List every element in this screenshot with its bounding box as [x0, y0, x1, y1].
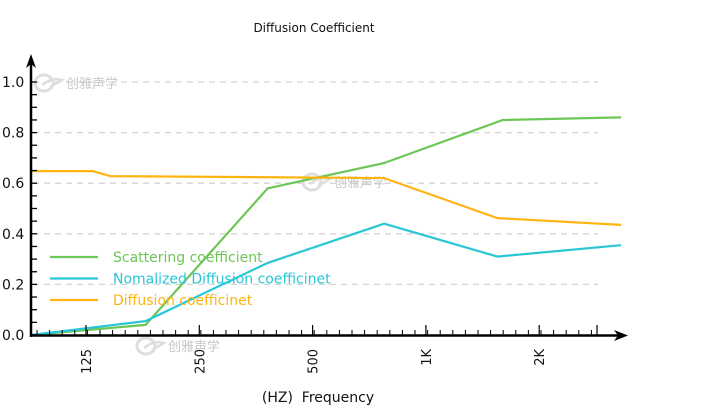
x-ticks: 125 250 500 1K 2K [36, 325, 598, 374]
watermark-text: 创雅声学 [168, 339, 220, 355]
series-line-0 [30, 116, 622, 337]
watermark-logo-icon [301, 172, 323, 192]
series-line-1 [30, 222, 622, 337]
watermark-logo-icon [33, 73, 55, 93]
chart-title: Diffusion Coefficient [253, 21, 374, 35]
legend: Scattering coefficient Nomalized Diffusio… [50, 250, 331, 309]
x-tick-label: 500 [307, 349, 322, 374]
x-axis-arrow [614, 330, 628, 341]
y-ticks: 0.0 0.2 0.4 0.6 0.8 1.0 [2, 75, 37, 344]
watermark-logo-icon [135, 336, 157, 356]
x-tick-label: 250 [193, 349, 208, 374]
y-axis-arrow [26, 54, 36, 68]
x-tick-label: 1K [420, 349, 435, 366]
x-tick-label: 2K [533, 349, 548, 366]
watermark: 创雅声学 [135, 336, 220, 356]
legend-label: Diffusion coefficinet [113, 293, 253, 309]
y-tick-label: 0.6 [2, 176, 24, 192]
series-line-2 [31, 170, 622, 226]
watermark-text: 创雅声学 [66, 76, 118, 92]
watermark: 创雅声学 [33, 73, 118, 93]
y-tick-label: 0.2 [2, 277, 24, 293]
legend-label: Scattering coefficient [113, 250, 263, 266]
y-tick-label: 0.8 [2, 126, 24, 142]
axes [26, 54, 628, 341]
x-tick-label: 125 [80, 349, 95, 374]
y-tick-label: 1.0 [2, 75, 24, 91]
legend-label: Nomalized Diffusion coefficinet [113, 272, 331, 288]
legend-item: Diffusion coefficinet [50, 293, 253, 309]
x-axis-label: (HZ) Frequency [262, 390, 374, 406]
watermark-swoosh-icon [143, 340, 168, 352]
series-lines [30, 116, 622, 337]
y-tick-label: 0.4 [2, 227, 24, 243]
legend-item: Nomalized Diffusion coefficinet [50, 272, 331, 288]
legend-item: Scattering coefficient [50, 250, 263, 266]
y-tick-label: 0.0 [2, 328, 24, 344]
watermark-swoosh-icon [41, 77, 66, 89]
